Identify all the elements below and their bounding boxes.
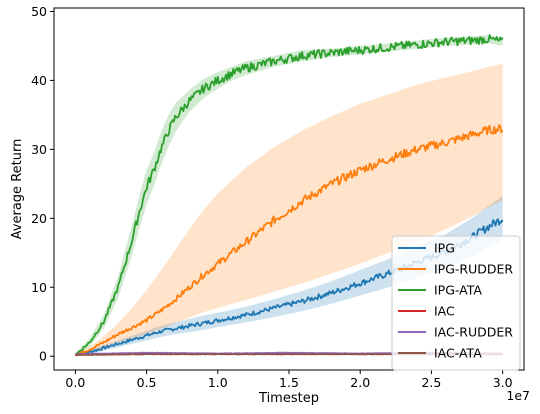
y-tick-label: 10	[31, 280, 47, 295]
line-ipg-ata	[75, 34, 504, 356]
x-tick-label: 0.5	[137, 375, 157, 390]
legend-label: IPG	[434, 241, 455, 256]
x-tick-label: 2.0	[350, 375, 370, 390]
x-tick-label: 1.5	[279, 375, 299, 390]
y-axis-label: Average Return	[10, 139, 25, 240]
y-tick-label: 50	[31, 4, 47, 19]
y-tick-label: 40	[31, 73, 47, 88]
x-tick-label: 3.0	[493, 375, 513, 390]
legend-label: IAC-RUDDER	[434, 325, 513, 340]
y-axis-ticks: 0 10 20 30 40 50	[31, 4, 54, 364]
x-tick-label: 0.0	[65, 375, 85, 390]
legend-label: IPG-RUDDER	[434, 262, 513, 277]
x-axis-label: Timestep	[258, 391, 319, 406]
legend-label: IAC	[434, 304, 455, 319]
y-tick-label: 30	[31, 142, 47, 157]
x-tick-label: 1.0	[208, 375, 228, 390]
legend-label: IAC-ATA	[434, 346, 482, 361]
line-ipg-rudder	[74, 124, 504, 357]
y-tick-label: 20	[31, 211, 47, 226]
band-ipg-ata	[75, 34, 503, 357]
x-axis-multiplier: 1e7	[506, 388, 530, 403]
legend: IPG IPG-RUDDER IPG-ATA IAC IAC-RUDDER IAC-ATA	[391, 235, 521, 371]
y-tick-label: 0	[39, 349, 47, 364]
x-axis-ticks: 0.0 0.5 1.0 1.5 2.0 2.5 3.0	[65, 370, 513, 390]
x-tick-label: 2.5	[421, 375, 441, 390]
legend-label: IPG-ATA	[434, 283, 482, 298]
